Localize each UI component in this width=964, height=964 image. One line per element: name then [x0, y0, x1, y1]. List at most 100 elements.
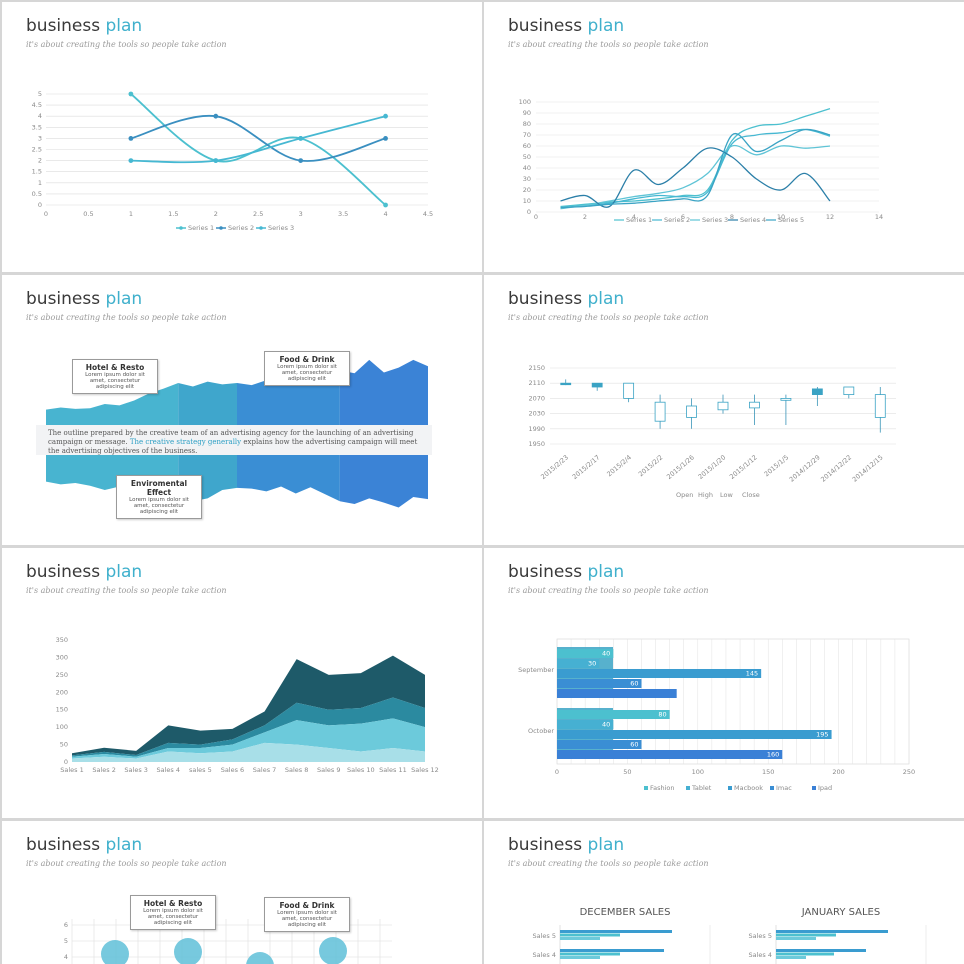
y-tick-label: 0	[527, 208, 531, 216]
x-tick-label: 10	[777, 213, 785, 221]
x-tick-label: 6	[681, 213, 685, 221]
candle-body	[623, 382, 635, 399]
bar-value-label: 60	[630, 680, 638, 688]
area-layer	[72, 697, 425, 757]
area-layer	[72, 742, 425, 762]
bubble-chart: 6 5 4	[64, 919, 392, 964]
x-tick-label: 2015/1/5	[763, 453, 791, 478]
y-tick-label: 2030	[528, 410, 545, 418]
legend-label: Series 1	[626, 216, 652, 224]
bar-value-label: 80	[658, 711, 666, 719]
slide-subtitle: it's about creating the tools so people …	[508, 40, 709, 49]
bar-value-label: 145	[746, 670, 758, 678]
x-tick-label: 12	[826, 213, 834, 221]
data-point	[298, 136, 304, 141]
y-tick-label: 0	[64, 758, 68, 766]
slide-subtitle: it's about creating the tools so people …	[26, 40, 227, 49]
x-tick-label: 0	[534, 213, 538, 221]
series-line	[130, 115, 386, 164]
bar	[557, 720, 614, 729]
x-tick-label: Sales 7	[253, 766, 277, 774]
x-tick-label: Sales 10	[347, 766, 375, 774]
x-tick-label: 2014/12/15	[851, 453, 885, 483]
x-tick-label: Sales 3	[124, 766, 148, 774]
series-line	[130, 93, 387, 206]
band-highlight: The creative strategy generally	[129, 438, 242, 446]
category-label: Sales 4	[748, 951, 772, 959]
bar	[776, 952, 834, 956]
slide-title: business plan	[508, 835, 625, 855]
x-tick-label: 14	[875, 213, 883, 221]
candle-body	[811, 388, 823, 396]
y-tick-label: 200	[56, 688, 68, 696]
slide-subtitle: it's about creating the tools so people …	[26, 586, 227, 595]
horizontal-bar-chart: 0 50 100 150 200 250 September 40 30 145 60 October…	[518, 638, 915, 792]
slide-title: business plan	[26, 289, 143, 309]
data-point	[213, 113, 219, 119]
y-tick-label: 80	[523, 120, 531, 128]
y-tick-label: 3.5	[32, 123, 42, 131]
x-tick-label: 2014/12/29	[788, 453, 822, 483]
lower-area	[237, 455, 340, 502]
legend-label: High	[698, 491, 713, 499]
bar	[560, 949, 664, 952]
bar	[776, 937, 816, 940]
slide-3: business plan it's about creating the to…	[2, 275, 482, 545]
x-tick-label: 2	[214, 210, 218, 218]
text-band: The outline prepared by the creative tea…	[36, 425, 432, 455]
x-tick-label: 1	[129, 210, 133, 218]
y-tick-label: 300	[56, 653, 68, 661]
y-tick-label: 0.5	[32, 190, 42, 198]
y-tick-label: 100	[56, 723, 68, 731]
bar	[557, 659, 600, 668]
candle-body	[560, 382, 572, 386]
legend-label: Series 3	[702, 216, 728, 224]
legend-marker	[179, 226, 183, 230]
bar	[557, 710, 670, 719]
candle-body	[686, 405, 697, 418]
bar	[560, 930, 672, 933]
upper-area	[46, 383, 179, 425]
bar	[560, 937, 600, 940]
y-tick-label: 250	[56, 671, 68, 679]
band-text: The outline prepared by the creative tea…	[48, 429, 414, 446]
category-label: Sales 5	[532, 932, 556, 940]
y-tick-label: 50	[60, 741, 68, 749]
y-tick-label: 1.5	[32, 168, 42, 176]
slide-2: business plan it's about creating the to…	[484, 2, 964, 272]
y-tick-label: 1950	[528, 440, 545, 448]
x-tick-label: 4	[383, 210, 387, 218]
y-tick-label: 10	[523, 197, 531, 205]
bar	[557, 730, 832, 739]
slide-subtitle: it's about creating the tools so people …	[508, 586, 709, 595]
slide-title: business plan	[508, 16, 625, 36]
legend-swatch	[728, 786, 732, 790]
data-point	[298, 158, 304, 164]
y-tick-label: 150	[56, 706, 68, 714]
bubble	[246, 952, 274, 964]
data-point	[383, 113, 388, 119]
bubble	[319, 937, 347, 964]
legend-label: Tablet	[691, 784, 712, 792]
x-tick-label: 0	[555, 768, 559, 776]
x-tick-label: Sales 2	[92, 766, 116, 774]
y-tick-label: 350	[56, 636, 68, 644]
legend-label: Open	[676, 491, 693, 499]
lower-area	[339, 455, 428, 508]
x-tick-label: 3	[299, 210, 303, 218]
callout-env: Enviromental Effect Lorem ipsum dolor si…	[116, 475, 202, 519]
stacked-area-chart: 0 50 100 150 200 250 300 350 Sales 1 Sales 2 Sales…	[56, 636, 439, 774]
x-tick-label: Sales 11	[379, 766, 407, 774]
legend-swatch	[686, 786, 690, 790]
x-tick-label: 2015/1/26	[665, 453, 696, 481]
panel-title: DECEMBER SALES	[580, 907, 671, 918]
x-tick-label: Sales 4	[157, 766, 181, 774]
legend-swatch	[770, 786, 774, 790]
x-tick-label: Sales 12	[411, 766, 439, 774]
x-tick-label: 0.5	[83, 210, 93, 218]
data-point	[383, 136, 388, 141]
bar	[560, 956, 600, 959]
upper-area	[178, 381, 237, 425]
